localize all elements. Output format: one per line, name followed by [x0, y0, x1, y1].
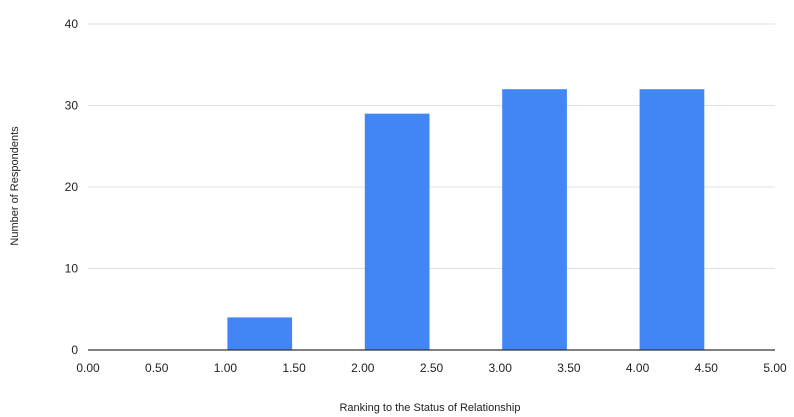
bar-2.00-2.50 [364, 113, 430, 351]
x-tick-label: 5.00 [763, 361, 787, 375]
x-tick-label: 1.50 [282, 361, 306, 375]
bars [227, 89, 705, 351]
y-tick-label: 10 [65, 262, 79, 276]
y-tick-label: 30 [65, 99, 79, 113]
x-axis-title: Ranking to the Status of Relationship [339, 402, 520, 414]
y-tick-label: 20 [65, 180, 79, 194]
x-tick-label: 4.00 [626, 361, 650, 375]
x-tick-label: 1.00 [214, 361, 238, 375]
bar-4.00-4.50 [639, 89, 705, 350]
x-tick-label: 0.50 [145, 361, 169, 375]
x-tick-label: 3.50 [557, 361, 581, 375]
y-tick-label: 40 [65, 17, 79, 31]
x-tick-label: 2.50 [420, 361, 444, 375]
x-tick-label: 2.00 [351, 361, 375, 375]
bar-3.00-3.50 [502, 89, 567, 350]
x-tick-label: 4.50 [695, 361, 719, 375]
y-axis-title: Number of Respondents [9, 126, 21, 246]
y-tick-label: 0 [71, 343, 78, 357]
x-tick-label: 0.00 [76, 361, 100, 375]
bar-1.00-1.50 [227, 317, 293, 350]
tick-labels: 0 10 20 30 40 0.00 0.50 1.00 1.50 2.00 2.50 3.00 3.5… [65, 17, 787, 375]
x-tick-label: 3.00 [489, 361, 513, 375]
